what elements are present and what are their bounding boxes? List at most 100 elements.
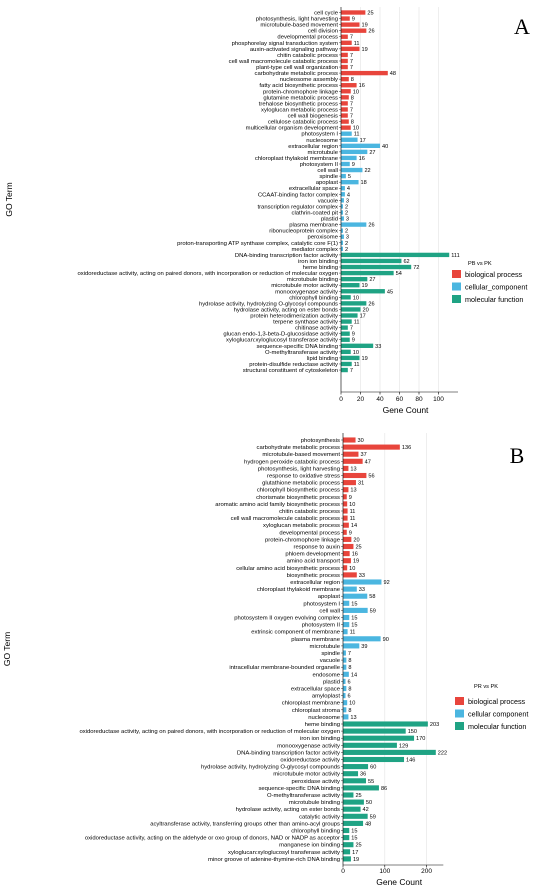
bar-value-label: 9: [349, 530, 352, 536]
bar-value-label: 19: [362, 47, 368, 53]
go-term-label: intracellular membrane-bounded organelle: [229, 665, 340, 671]
bar: [341, 313, 358, 318]
go-term-label: hydrolase activity, hydrolyzing O-glycos…: [201, 765, 340, 771]
go-term-label: protein-chromophore linkage: [263, 89, 339, 95]
bar-value-label: 7: [350, 107, 353, 113]
go-term-label: cell wall macromolecule catabolic proces…: [229, 59, 338, 65]
bar-value-label: 136: [402, 445, 411, 451]
bar-value-label: 72: [413, 265, 419, 271]
go-term-label: photosystem I: [301, 132, 338, 138]
x-tick-label: 40: [376, 396, 384, 403]
bar-value-label: 42: [363, 807, 369, 813]
go-term-label: apoplast: [318, 594, 341, 600]
go-term-label: cell cycle: [314, 11, 339, 17]
bar-value-label: 60: [370, 765, 376, 771]
bar: [341, 95, 349, 100]
bar-value-label: 19: [362, 356, 368, 362]
legend-swatch: [452, 295, 461, 303]
go-term-label: DNA-binding transcription factor activit…: [235, 253, 338, 259]
bar-value-label: 8: [348, 658, 351, 664]
go-term-label: iron ion binding: [300, 736, 340, 742]
go-term-label: multicellular organism development: [246, 126, 339, 132]
bar-value-label: 129: [399, 743, 408, 749]
bar: [341, 325, 348, 330]
bar: [343, 678, 346, 684]
go-term-label: xyloglucan:xyloglucosyl transferase acti…: [228, 850, 340, 856]
bar-value-label: 19: [362, 23, 368, 29]
go-term-label: extracellular region: [290, 580, 340, 586]
bar: [341, 222, 367, 227]
bar-value-label: 54: [396, 271, 402, 277]
go-term-label: minor groove of adenine-thymine-rich DNA…: [208, 857, 340, 863]
bar: [341, 270, 394, 276]
bar-value-label: 13: [350, 488, 356, 494]
legend-label: molecular function: [468, 722, 526, 731]
bar: [343, 827, 350, 834]
bar: [341, 331, 350, 336]
go-term-label: xyloglucan metabolic process: [261, 107, 338, 113]
bar-value-label: 222: [438, 750, 447, 756]
bar-value-label: 33: [359, 573, 365, 579]
go-term-label: glucan endo-1,3-beta-D-glucosidase activ…: [223, 332, 338, 338]
bar-value-label: 16: [352, 552, 358, 558]
bar-value-label: 86: [381, 786, 387, 792]
bar: [343, 487, 349, 493]
bar-value-label: 19: [353, 857, 359, 863]
go-term-label: oxidoreductase activity, acting on paire…: [77, 271, 338, 277]
bar: [343, 465, 349, 471]
bar: [343, 501, 348, 507]
go-term-label: phosphorelay signal transduction system: [232, 41, 339, 47]
bar: [341, 58, 348, 64]
bar: [343, 636, 381, 642]
x-tick-label: 100: [379, 868, 390, 875]
go-term-label: photosystem II: [302, 623, 341, 629]
bar-value-label: 90: [383, 637, 389, 643]
bar-value-label: 11: [350, 630, 356, 636]
go-term-label: carbohydrate metabolic process: [257, 445, 341, 451]
bar-value-label: 5: [348, 174, 351, 180]
go-term-label: cellulose catabolic process: [268, 120, 338, 126]
bar: [341, 143, 380, 149]
go-term-label: plastid: [321, 217, 338, 223]
bar-value-label: 9: [352, 162, 355, 168]
bar: [343, 558, 351, 564]
bar: [341, 349, 351, 355]
bar: [343, 494, 347, 500]
bar-value-label: 17: [360, 314, 366, 320]
bar: [343, 721, 428, 727]
go-term-label: plant-type cell wall organization: [256, 65, 338, 71]
legend-swatch: [455, 722, 464, 730]
bar-value-label: 7: [350, 65, 353, 71]
bar: [343, 593, 368, 599]
bar: [343, 437, 356, 443]
go-term-label: chitinase activity: [295, 326, 338, 332]
bar-value-label: 50: [366, 800, 372, 806]
bar: [343, 671, 349, 677]
go-term-label: cell wall: [319, 608, 340, 614]
go-term-label: manganese ion binding: [279, 843, 340, 849]
go-term-label: aromatic amino acid family biosynthetic …: [215, 502, 340, 508]
bar-value-label: 25: [367, 11, 373, 17]
y-axis-title: GO Term: [2, 632, 12, 666]
bar: [341, 28, 367, 33]
bar: [343, 650, 346, 656]
legend: PB vs PK biological process cellular_compo…: [452, 261, 527, 304]
go-term-label: microtubule binding: [287, 277, 338, 283]
bar: [341, 76, 349, 82]
go-term-label: apoplast: [316, 180, 339, 186]
bar-value-label: 7: [350, 101, 353, 107]
x-axis-title: Gene Count: [383, 405, 429, 415]
bar-value-label: 19: [353, 559, 359, 565]
bar-value-label: 47: [365, 459, 371, 465]
go-term-label: developmental process: [277, 35, 338, 41]
go-term-label: protein heterodimerization activity: [250, 314, 338, 320]
bar-value-label: 59: [370, 814, 376, 820]
bar: [341, 283, 360, 288]
bar: [341, 295, 351, 300]
bar: [341, 234, 344, 239]
go-term-label: nucleosome: [306, 138, 338, 144]
go-term-label: ribonucleoprotein complex: [269, 229, 338, 235]
legend-label: biological process: [468, 697, 526, 706]
go-term-label: photosynthesis: [301, 438, 340, 444]
bar: [341, 355, 360, 361]
